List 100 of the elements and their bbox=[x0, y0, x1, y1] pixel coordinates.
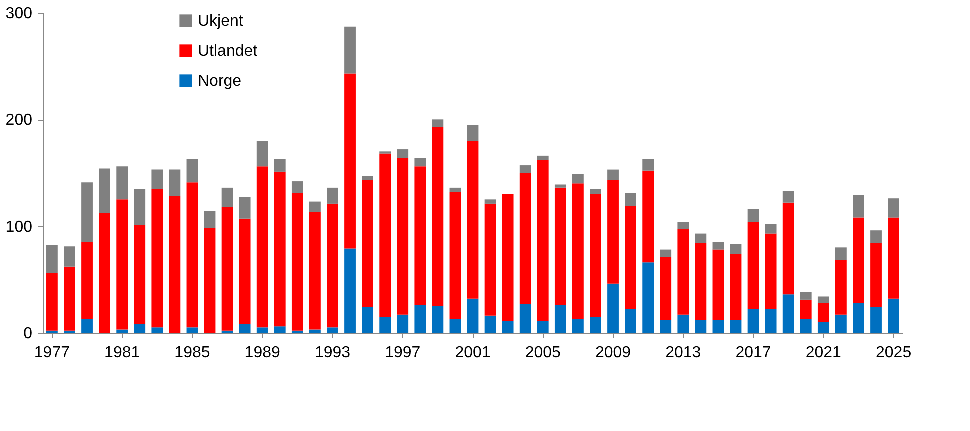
bar bbox=[572, 184, 584, 320]
bar bbox=[660, 320, 672, 333]
bar bbox=[310, 202, 321, 212]
bar bbox=[152, 170, 164, 189]
bar bbox=[572, 319, 584, 333]
bar bbox=[660, 257, 672, 320]
bar bbox=[712, 250, 724, 320]
bar bbox=[678, 314, 690, 333]
bar bbox=[99, 168, 111, 214]
bar bbox=[186, 328, 198, 333]
x-tick-label: 2017 bbox=[736, 344, 772, 362]
bar bbox=[554, 184, 566, 188]
bar bbox=[484, 200, 496, 204]
x-tick-label: 2025 bbox=[876, 344, 912, 362]
bar bbox=[888, 298, 900, 333]
x-tick-label: 1985 bbox=[174, 344, 210, 362]
bar bbox=[608, 170, 619, 180]
bar bbox=[642, 159, 654, 171]
bar bbox=[116, 330, 128, 333]
bar bbox=[695, 320, 707, 333]
bar bbox=[642, 262, 654, 333]
bar bbox=[467, 125, 479, 141]
bar bbox=[414, 305, 426, 333]
x-tick-label: 1993 bbox=[314, 344, 351, 362]
bar bbox=[765, 310, 777, 333]
x-tick-label: 2009 bbox=[595, 344, 632, 362]
bar bbox=[537, 321, 549, 333]
bar bbox=[432, 306, 444, 333]
bar bbox=[590, 317, 602, 333]
bar bbox=[625, 310, 636, 333]
bar bbox=[818, 322, 830, 333]
bar bbox=[695, 243, 707, 320]
bar bbox=[344, 74, 356, 249]
bar bbox=[748, 310, 760, 333]
y-tick-label: 100 bbox=[6, 218, 33, 236]
bar bbox=[344, 248, 356, 333]
bar bbox=[397, 158, 409, 315]
bar bbox=[152, 328, 164, 333]
bar bbox=[537, 156, 549, 160]
bar bbox=[853, 195, 864, 218]
bar bbox=[782, 191, 794, 203]
bar bbox=[467, 141, 479, 299]
bar bbox=[835, 260, 847, 315]
bar bbox=[782, 294, 794, 333]
x-tick-label: 2001 bbox=[455, 344, 491, 362]
bar bbox=[484, 204, 496, 316]
bar bbox=[800, 292, 812, 300]
bar bbox=[99, 214, 111, 333]
bar bbox=[590, 194, 602, 317]
bar bbox=[520, 304, 532, 333]
bar bbox=[520, 166, 532, 173]
bar bbox=[82, 182, 93, 242]
x-tick-label: 1977 bbox=[34, 344, 70, 362]
y-tick-label: 200 bbox=[6, 112, 33, 130]
bar bbox=[765, 234, 777, 310]
bar bbox=[853, 303, 864, 333]
bar bbox=[239, 324, 251, 333]
bar bbox=[397, 150, 409, 158]
x-tick-label: 2021 bbox=[806, 344, 842, 362]
legend-label: Norge bbox=[198, 73, 242, 90]
bar bbox=[870, 243, 882, 308]
bar bbox=[800, 319, 812, 333]
bar bbox=[730, 244, 742, 254]
bar bbox=[204, 228, 216, 333]
bar bbox=[712, 242, 724, 250]
bar bbox=[502, 321, 514, 333]
bar bbox=[46, 273, 58, 331]
bar bbox=[327, 204, 338, 328]
bar bbox=[467, 298, 479, 333]
bar bbox=[327, 188, 338, 204]
bar bbox=[82, 242, 93, 320]
bar bbox=[748, 222, 760, 310]
bar bbox=[450, 319, 462, 333]
legend-label: Ukjent bbox=[198, 13, 244, 30]
bar bbox=[642, 170, 654, 263]
bar bbox=[730, 320, 742, 333]
bar bbox=[380, 317, 392, 333]
bar bbox=[256, 328, 268, 333]
bar bbox=[222, 188, 234, 208]
bar bbox=[239, 218, 251, 324]
bar bbox=[484, 316, 496, 333]
bar bbox=[432, 120, 444, 128]
bar bbox=[835, 248, 847, 260]
bar bbox=[765, 224, 777, 234]
bar bbox=[397, 314, 409, 333]
bar bbox=[695, 234, 707, 244]
bar bbox=[502, 194, 514, 322]
bar bbox=[256, 141, 268, 167]
bar bbox=[186, 159, 198, 183]
bar bbox=[870, 307, 882, 333]
bar bbox=[64, 246, 76, 267]
y-tick-label: 0 bbox=[24, 326, 33, 342]
bar bbox=[625, 206, 636, 310]
bar bbox=[222, 207, 234, 331]
x-tick-label: 2005 bbox=[525, 344, 562, 362]
bar bbox=[310, 330, 321, 333]
bar bbox=[450, 188, 462, 192]
x-tick-label: 2013 bbox=[666, 344, 702, 362]
x-tick-label: 1981 bbox=[104, 344, 140, 362]
x-tick-label: 1989 bbox=[244, 344, 280, 362]
